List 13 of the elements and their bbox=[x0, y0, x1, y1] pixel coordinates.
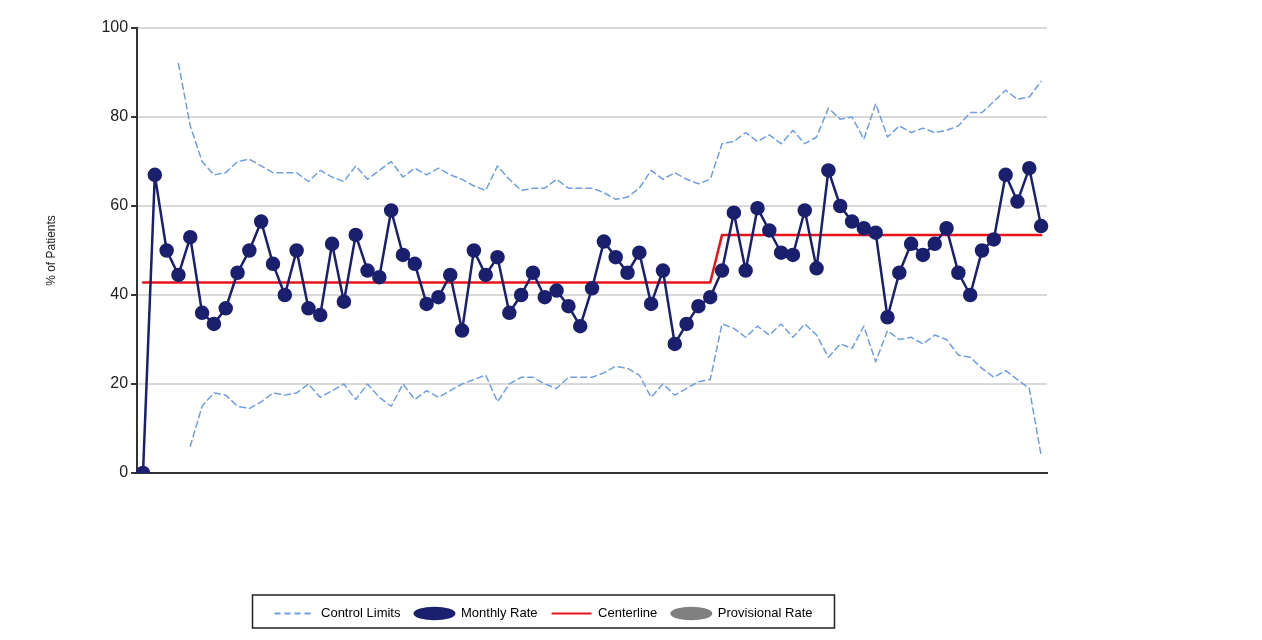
legend-label: Control Limits bbox=[321, 605, 401, 621]
legend-label: Provisional Rate bbox=[717, 605, 813, 621]
y-tick-label: 80 bbox=[110, 107, 129, 125]
line-series bbox=[177, 62, 1042, 201]
y-tick-label: 20 bbox=[110, 374, 129, 392]
legend-label: Centerline bbox=[598, 605, 658, 621]
legend-label: Monthly Rate bbox=[460, 605, 538, 621]
y-tick-label: 40 bbox=[110, 285, 129, 303]
y-tick-label: 60 bbox=[110, 196, 129, 214]
y-tick-label: 0 bbox=[119, 463, 129, 481]
y-tick-label: 100 bbox=[101, 18, 129, 36]
line-series bbox=[189, 323, 1042, 456]
y-axis-title: % of Patients bbox=[43, 215, 58, 286]
